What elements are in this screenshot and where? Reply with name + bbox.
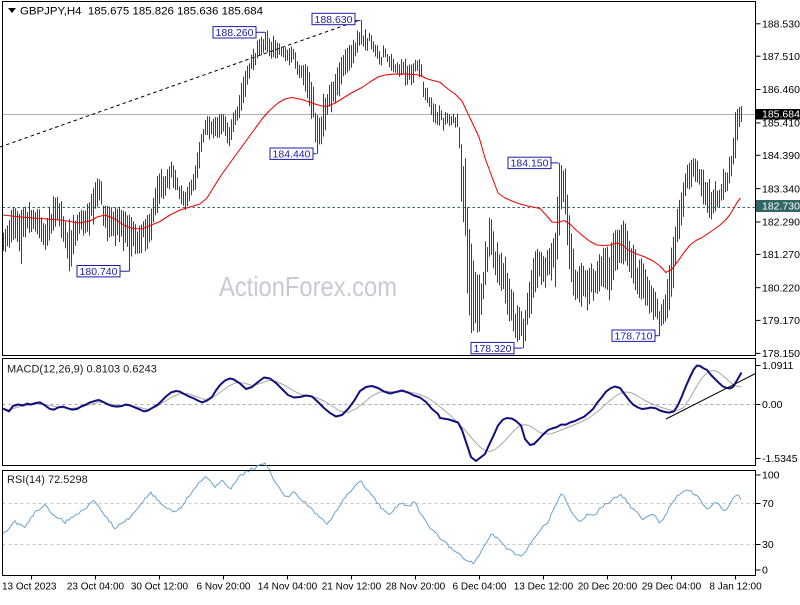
svg-text:30: 30 bbox=[762, 539, 774, 551]
svg-text:182.290: 182.290 bbox=[762, 217, 800, 229]
svg-text:RSI(14) 72.5298: RSI(14) 72.5298 bbox=[7, 474, 88, 486]
svg-text:185.684: 185.684 bbox=[762, 109, 800, 121]
svg-text:185.410: 185.410 bbox=[762, 118, 800, 130]
svg-text:100: 100 bbox=[762, 470, 780, 482]
svg-text:184.150: 184.150 bbox=[511, 158, 549, 170]
svg-text:180.220: 180.220 bbox=[762, 282, 800, 294]
svg-text:30 Oct 12:00: 30 Oct 12:00 bbox=[131, 582, 189, 593]
svg-text:29 Dec 04:00: 29 Dec 04:00 bbox=[642, 582, 702, 593]
svg-text:ActionForex.com: ActionForex.com bbox=[219, 271, 397, 302]
svg-text:184.390: 184.390 bbox=[762, 150, 800, 162]
svg-text:70: 70 bbox=[762, 498, 774, 510]
svg-text:178.320: 178.320 bbox=[474, 343, 512, 355]
svg-text:180.740: 180.740 bbox=[80, 266, 118, 278]
svg-text:178.710: 178.710 bbox=[615, 331, 653, 343]
svg-text:21 Nov 12:00: 21 Nov 12:00 bbox=[322, 582, 382, 593]
svg-text:MACD(12,26,9) 0.8103 0.6243: MACD(12,26,9) 0.8103 0.6243 bbox=[7, 364, 157, 376]
svg-text:0: 0 bbox=[762, 565, 768, 577]
svg-text:184.440: 184.440 bbox=[273, 149, 311, 161]
svg-text:178.150: 178.150 bbox=[762, 348, 800, 360]
svg-text:188.530: 188.530 bbox=[762, 18, 800, 30]
svg-text:188.630: 188.630 bbox=[315, 14, 353, 26]
svg-text:20 Dec 20:00: 20 Dec 20:00 bbox=[578, 582, 638, 593]
svg-text:6 Dec 04:00: 6 Dec 04:00 bbox=[453, 582, 507, 593]
svg-text:179.170: 179.170 bbox=[762, 315, 800, 327]
svg-text:-1.5345: -1.5345 bbox=[762, 453, 798, 465]
svg-text:13 Dec 12:00: 13 Dec 12:00 bbox=[514, 582, 574, 593]
svg-text:28 Nov 20:00: 28 Nov 20:00 bbox=[386, 582, 446, 593]
svg-text:6 Nov 20:00: 6 Nov 20:00 bbox=[197, 582, 251, 593]
svg-text:182.730: 182.730 bbox=[762, 201, 800, 213]
svg-text:13 Oct 2023: 13 Oct 2023 bbox=[2, 582, 57, 593]
svg-text:181.270: 181.270 bbox=[762, 249, 800, 261]
svg-text:186.460: 186.460 bbox=[762, 84, 800, 96]
svg-text:8 Jan 12:00: 8 Jan 12:00 bbox=[709, 582, 762, 593]
svg-text:183.340: 183.340 bbox=[762, 183, 800, 195]
svg-text:1.0911: 1.0911 bbox=[762, 360, 793, 372]
svg-text:23 Oct 04:00: 23 Oct 04:00 bbox=[67, 582, 125, 593]
svg-text:187.510: 187.510 bbox=[762, 51, 800, 63]
svg-text:GBPJPY,H4 185.675 185.826 185: GBPJPY,H4 185.675 185.826 185.636 185.68… bbox=[20, 6, 263, 18]
svg-text:0.00: 0.00 bbox=[762, 399, 783, 411]
svg-text:14 Nov 04:00: 14 Nov 04:00 bbox=[258, 582, 318, 593]
svg-text:188.260: 188.260 bbox=[216, 27, 254, 39]
